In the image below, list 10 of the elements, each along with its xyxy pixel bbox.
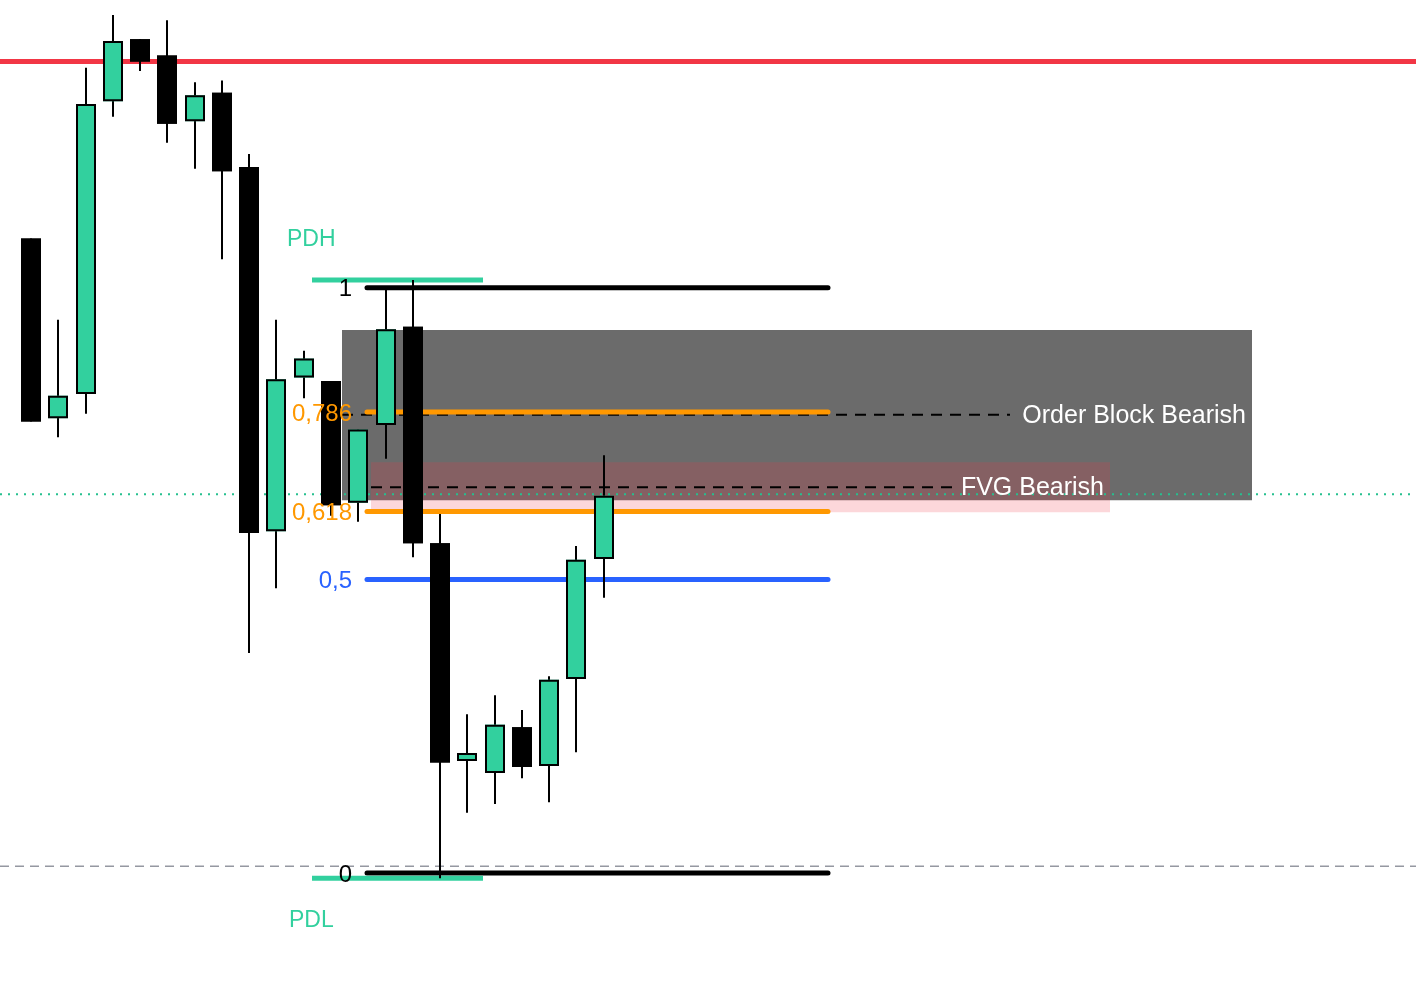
annotation: 0,5 [318,566,352,594]
annotation: 1 [338,274,352,302]
annotation: 0,618 [291,498,352,526]
candlestick [294,349,314,400]
band-label: FVG Bearish [960,472,1104,501]
candlestick [457,713,477,814]
band-label: Order Block Bearish [1022,400,1246,429]
ref-line-label: PDH [287,225,336,252]
ref-line-label: PDL [289,905,334,932]
candlestick [48,318,68,439]
